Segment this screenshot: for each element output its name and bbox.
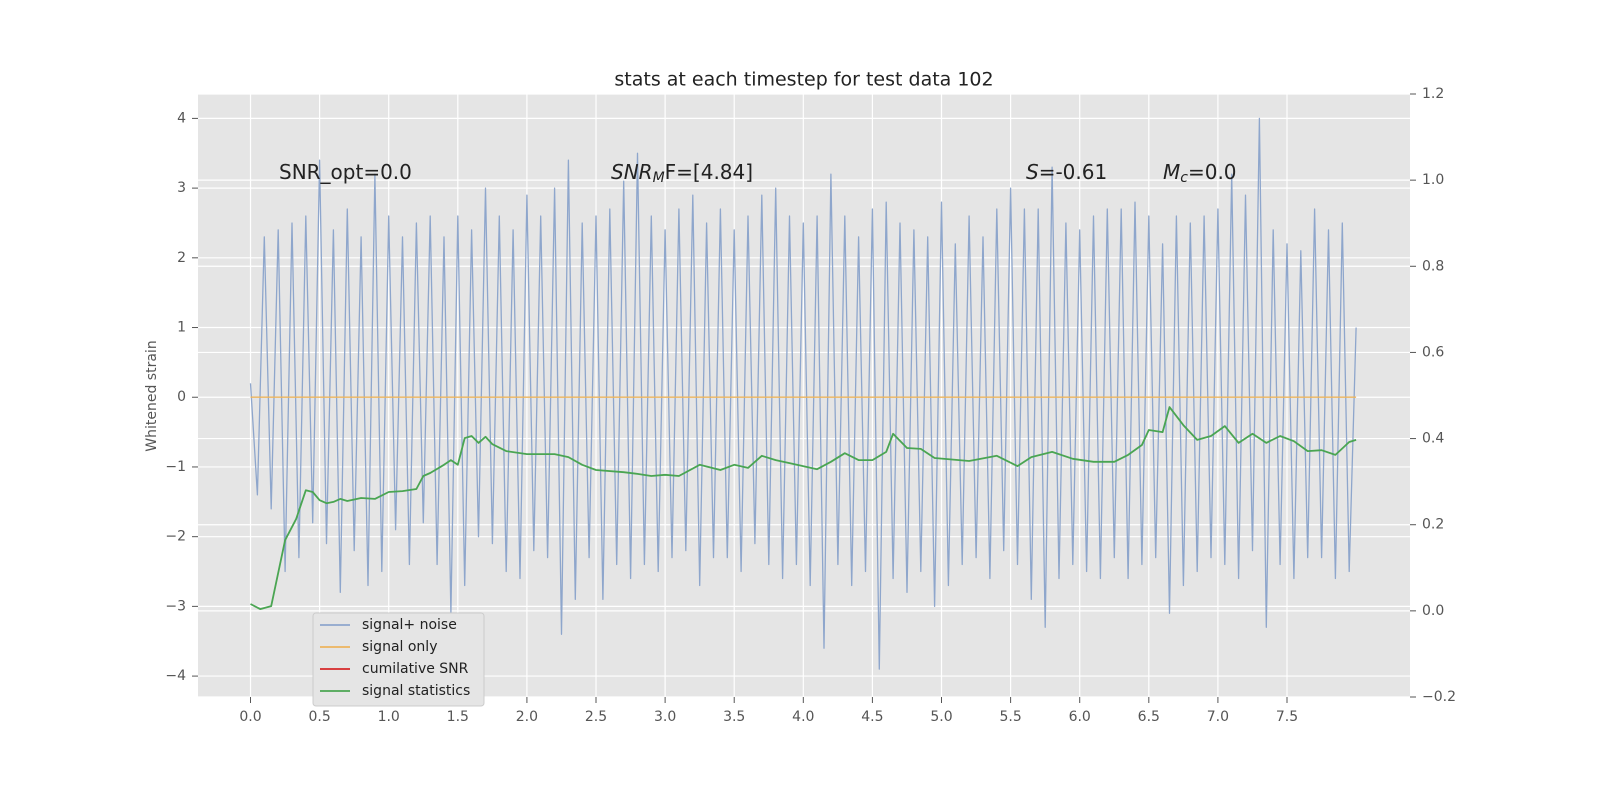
annotation: SNRMF=[4.84] <box>611 160 753 187</box>
annotation-text: F=[4.84] <box>665 160 753 184</box>
legend-label: signal only <box>362 639 437 655</box>
y2-tick-label: 0.2 <box>1422 517 1444 533</box>
annotation-text: =0.0 <box>1188 160 1237 184</box>
y2-tick-label: 0.8 <box>1422 258 1444 274</box>
x-tick-label: 2.5 <box>585 709 607 725</box>
x-tick-label: 1.5 <box>447 709 469 725</box>
annotation-subscript: M <box>653 170 665 186</box>
legend-box <box>312 612 485 707</box>
annotation: SNR_opt=0.0 <box>279 160 412 184</box>
legend-label: cumilative SNR <box>362 661 469 677</box>
x-tick-label: 5.5 <box>999 709 1021 725</box>
y-tick-label: −3 <box>165 598 186 614</box>
y-tick-label: 2 <box>177 250 186 266</box>
annotation-symbol: M <box>1163 160 1180 184</box>
legend-label: signal statistics <box>362 683 470 699</box>
y-tick-label: 4 <box>177 110 186 126</box>
series-line <box>250 406 1357 610</box>
y-tick-label: 1 <box>177 320 186 336</box>
x-tick-label: 2.0 <box>516 709 538 725</box>
annotation: S=-0.61 <box>1026 160 1107 184</box>
y-tick-label: −4 <box>165 668 186 684</box>
annotation: Mc=0.0 <box>1163 160 1237 187</box>
annotation-subscript: c <box>1180 170 1188 186</box>
y2-tick-label: 1.0 <box>1422 172 1444 188</box>
y-axis-label: Whitened strain <box>144 340 160 451</box>
y-tick-label: −1 <box>165 459 186 475</box>
annotation-text: =-0.61 <box>1039 160 1108 184</box>
annotation-symbol: S <box>1026 160 1039 184</box>
y2-tick-label: 0.6 <box>1422 344 1444 360</box>
legend-label: signal+ noise <box>362 617 457 633</box>
x-tick-label: 0.5 <box>308 709 330 725</box>
x-tick-label: 4.5 <box>861 709 883 725</box>
y-tick-label: −2 <box>165 529 186 545</box>
y2-tick-label: 1.2 <box>1422 86 1444 102</box>
x-tick-label: 6.0 <box>1069 709 1091 725</box>
chart-title: stats at each timestep for test data 102 <box>614 69 993 91</box>
series-line <box>249 117 1357 670</box>
x-tick-label: 4.0 <box>792 709 814 725</box>
x-tick-label: 7.5 <box>1276 709 1298 725</box>
x-tick-label: 0.0 <box>239 709 261 725</box>
y2-tick-label: 0.4 <box>1422 431 1444 447</box>
x-tick-label: 5.0 <box>930 709 952 725</box>
y-tick-label: 3 <box>177 180 186 196</box>
x-tick-label: 6.5 <box>1138 709 1160 725</box>
x-tick-label: 3.0 <box>654 709 676 725</box>
y2-tick-label: −0.2 <box>1422 689 1456 705</box>
annotation-symbol: SNR <box>611 160 653 184</box>
annotation-text: SNR_opt=0.0 <box>279 160 412 184</box>
y2-tick-label: 0.0 <box>1422 603 1444 619</box>
x-tick-label: 1.0 <box>378 709 400 725</box>
y-tick-label: 0 <box>177 389 186 405</box>
x-tick-label: 7.0 <box>1207 709 1229 725</box>
x-tick-label: 3.5 <box>723 709 745 725</box>
